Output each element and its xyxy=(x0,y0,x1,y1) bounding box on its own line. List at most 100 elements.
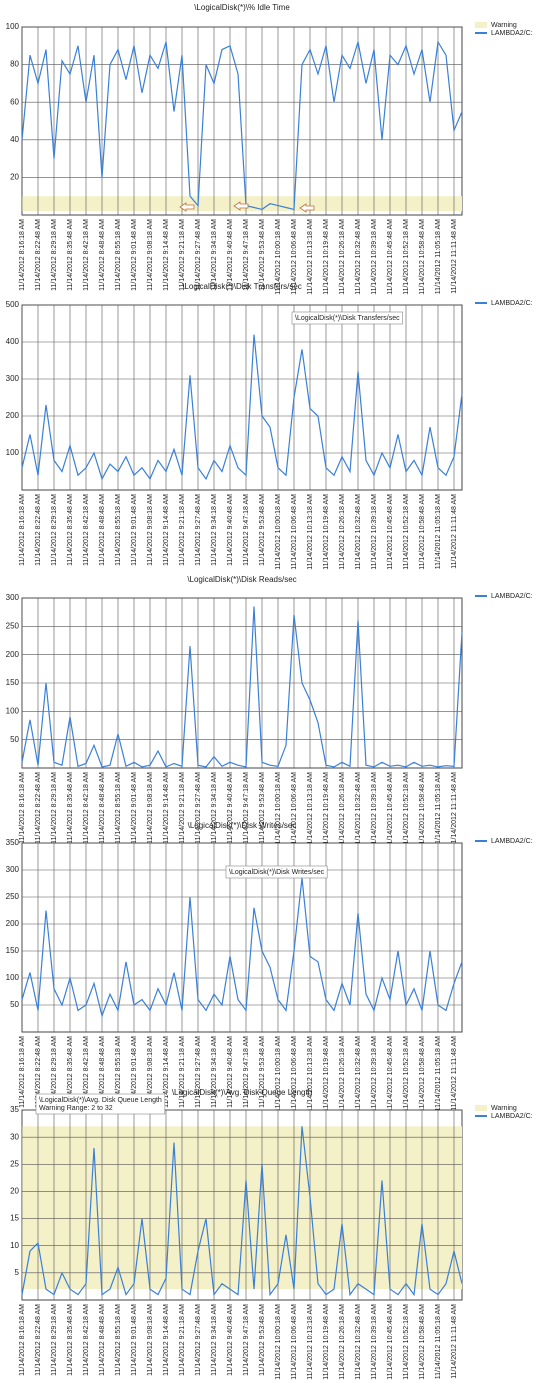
legend-label: LAMBDA2/C: xyxy=(491,30,533,37)
x-tick-label: 11/14/2012 9:27:48 AM xyxy=(195,219,202,291)
x-tick-label: 11/14/2012 8:35:48 AM xyxy=(67,219,74,291)
tooltip xyxy=(291,311,403,325)
x-tick-label: 11/14/2012 8:55:18 AM xyxy=(115,494,122,566)
x-tick-label: 11/14/2012 8:55:18 AM xyxy=(115,1304,122,1376)
x-tick-label: 11/14/2012 11:11:48 AM xyxy=(451,1304,458,1379)
x-tick-label: 11/14/2012 8:55:18 AM xyxy=(115,1036,122,1108)
plot-area xyxy=(21,304,463,491)
x-tick-label: 11/14/2012 9:27:48 AM xyxy=(195,772,202,844)
x-tick-label: 11/14/2012 9:47:18 AM xyxy=(243,1036,250,1108)
y-tick-label: 15 xyxy=(10,1214,19,1223)
x-tick-label: 11/14/2012 9:21:18 AM xyxy=(179,1036,186,1108)
x-tick-label: 11/14/2012 9:21:18 AM xyxy=(179,1304,186,1376)
y-tick-label: 200 xyxy=(6,650,20,659)
x-tick-label: 11/14/2012 10:45:48 AM xyxy=(387,1036,394,1112)
x-tick-label: 11/14/2012 8:22:48 AM xyxy=(35,1304,42,1376)
x-tick-label: 11/14/2012 9:14:48 AM xyxy=(163,1304,170,1376)
chart-title: \LogicalDisk(*)\Disk Writes/sec xyxy=(188,821,297,830)
x-tick-label: 11/14/2012 10:26:18 AM xyxy=(339,772,346,848)
chart-title: \LogicalDisk(*)\Disk Reads/sec xyxy=(187,575,296,584)
y-tick-label: 200 xyxy=(6,919,20,928)
x-tick-label: 11/14/2012 9:40:48 AM xyxy=(227,1036,234,1108)
x-tick-label: 11/14/2012 9:40:48 AM xyxy=(227,1304,234,1376)
series-line xyxy=(21,606,463,768)
x-tick-label: 11/14/2012 10:26:18 AM xyxy=(339,494,346,570)
x-tick-label: 11/14/2012 10:06:48 AM xyxy=(291,219,298,295)
x-tick-label: 11/14/2012 8:48:48 AM xyxy=(99,494,106,566)
x-tick-label: 11/14/2012 9:34:18 AM xyxy=(211,1036,218,1108)
x-tick-label: 11/14/2012 9:08:18 AM xyxy=(147,1036,154,1108)
x-tick-label: 11/14/2012 9:53:48 AM xyxy=(259,772,266,844)
legend-label: LAMBDA2/C: xyxy=(491,593,533,600)
x-tick-label: 11/14/2012 10:39:18 AM xyxy=(371,1304,378,1380)
x-tick-label: 11/14/2012 9:27:48 AM xyxy=(195,494,202,566)
x-tick-label: 11/14/2012 9:40:48 AM xyxy=(227,219,234,291)
x-tick-label: 11/14/2012 9:34:18 AM xyxy=(211,1304,218,1376)
x-tick-label: 11/14/2012 9:47:18 AM xyxy=(243,1304,250,1376)
x-tick-label: 11/14/2012 11:11:48 AM xyxy=(451,219,458,294)
x-tick-label: 11/14/2012 10:52:18 AM xyxy=(403,494,410,570)
x-tick-label: 11/14/2012 9:08:18 AM xyxy=(147,219,154,291)
x-tick-label: 11/14/2012 10:06:48 AM xyxy=(291,1036,298,1112)
x-tick-label: 11/14/2012 8:29:18 AM xyxy=(51,1304,58,1376)
x-tick-label: 11/14/2012 10:00:18 AM xyxy=(275,219,282,295)
x-tick-label: 11/14/2012 10:06:48 AM xyxy=(291,1304,298,1380)
y-tick-label: 150 xyxy=(6,946,20,955)
x-tick-label: 11/14/2012 10:00:18 AM xyxy=(275,494,282,570)
x-tick-label: 11/14/2012 9:21:18 AM xyxy=(179,219,186,291)
x-tick-label: 11/14/2012 10:58:48 AM xyxy=(419,1304,426,1380)
legend-label: LAMBDA2/C: xyxy=(491,1113,533,1120)
x-tick-label: 11/14/2012 10:00:18 AM xyxy=(275,1304,282,1380)
x-tick-label: 11/14/2012 8:42:18 AM xyxy=(83,494,90,566)
y-tick-label: 25 xyxy=(10,1159,19,1168)
y-tick-label: 100 xyxy=(6,706,20,715)
y-tick-label: 100 xyxy=(6,973,20,982)
chart-title: \LogicalDisk(*)\Disk Transfers/sec xyxy=(182,282,302,291)
x-tick-label: 11/14/2012 8:16:18 AM xyxy=(19,1304,26,1376)
y-tick-label: 100 xyxy=(6,448,20,457)
x-tick-label: 11/14/2012 9:01:48 AM xyxy=(131,494,138,566)
x-tick-label: 11/14/2012 9:21:18 AM xyxy=(179,494,186,566)
x-tick-label: 11/14/2012 10:19:48 AM xyxy=(323,772,330,848)
x-tick-label: 11/14/2012 11:05:18 AM xyxy=(435,219,442,294)
series-line xyxy=(21,878,463,1018)
y-tick-label: 100 xyxy=(6,22,20,31)
x-tick-label: 11/14/2012 8:48:48 AM xyxy=(99,219,106,291)
x-tick-label: 11/14/2012 9:47:18 AM xyxy=(243,219,250,291)
x-tick-label: 11/14/2012 10:32:48 AM xyxy=(355,1304,362,1380)
x-tick-label: 11/14/2012 8:42:18 AM xyxy=(83,1036,90,1108)
x-tick-label: 11/14/2012 9:27:48 AM xyxy=(195,1304,202,1376)
x-tick-label: 11/14/2012 9:34:18 AM xyxy=(211,219,218,291)
x-tick-label: 11/14/2012 8:48:48 AM xyxy=(99,772,106,844)
x-tick-label: 11/14/2012 9:53:48 AM xyxy=(259,219,266,291)
series-line xyxy=(21,334,463,481)
x-tick-label: 11/14/2012 9:01:48 AM xyxy=(131,219,138,291)
x-tick-label: 11/14/2012 9:53:48 AM xyxy=(259,1304,266,1376)
x-tick-label: 11/14/2012 11:05:18 AM xyxy=(435,1304,442,1379)
x-tick-label: 11/14/2012 8:35:48 AM xyxy=(67,494,74,566)
x-tick-label: 11/14/2012 9:21:18 AM xyxy=(179,772,186,844)
x-tick-label: 11/14/2012 10:13:18 AM xyxy=(307,494,314,570)
x-tick-label: 11/14/2012 8:29:18 AM xyxy=(51,219,58,291)
x-tick-label: 11/14/2012 11:11:48 AM xyxy=(451,494,458,569)
x-tick-label: 11/14/2012 10:13:18 AM xyxy=(307,219,314,295)
x-tick-label: 11/14/2012 9:14:48 AM xyxy=(163,494,170,566)
y-tick-label: 400 xyxy=(6,337,20,346)
y-tick-label: 50 xyxy=(10,1000,19,1009)
x-tick-label: 11/14/2012 10:06:48 AM xyxy=(291,494,298,570)
y-tick-label: 300 xyxy=(6,593,20,602)
x-tick-label: 11/14/2012 8:16:18 AM xyxy=(19,219,26,291)
x-tick-label: 11/14/2012 10:45:48 AM xyxy=(387,772,394,848)
x-tick-label: 11/14/2012 9:14:48 AM xyxy=(163,1036,170,1108)
tooltip xyxy=(35,1093,166,1115)
y-tick-label: 30 xyxy=(10,1132,19,1141)
x-tick-label: 11/14/2012 10:58:48 AM xyxy=(419,1036,426,1112)
x-tick-label: 11/14/2012 8:29:18 AM xyxy=(51,1036,58,1108)
x-tick-label: 11/14/2012 9:01:48 AM xyxy=(131,1304,138,1376)
x-tick-label: 11/14/2012 10:52:18 AM xyxy=(403,772,410,848)
x-tick-label: 11/14/2012 10:39:18 AM xyxy=(371,772,378,848)
x-tick-label: 11/14/2012 10:45:48 AM xyxy=(387,494,394,570)
x-tick-label: 11/14/2012 8:48:48 AM xyxy=(99,1304,106,1376)
x-tick-label: 11/14/2012 8:55:18 AM xyxy=(115,219,122,291)
x-tick-label: 11/14/2012 10:32:48 AM xyxy=(355,1036,362,1112)
